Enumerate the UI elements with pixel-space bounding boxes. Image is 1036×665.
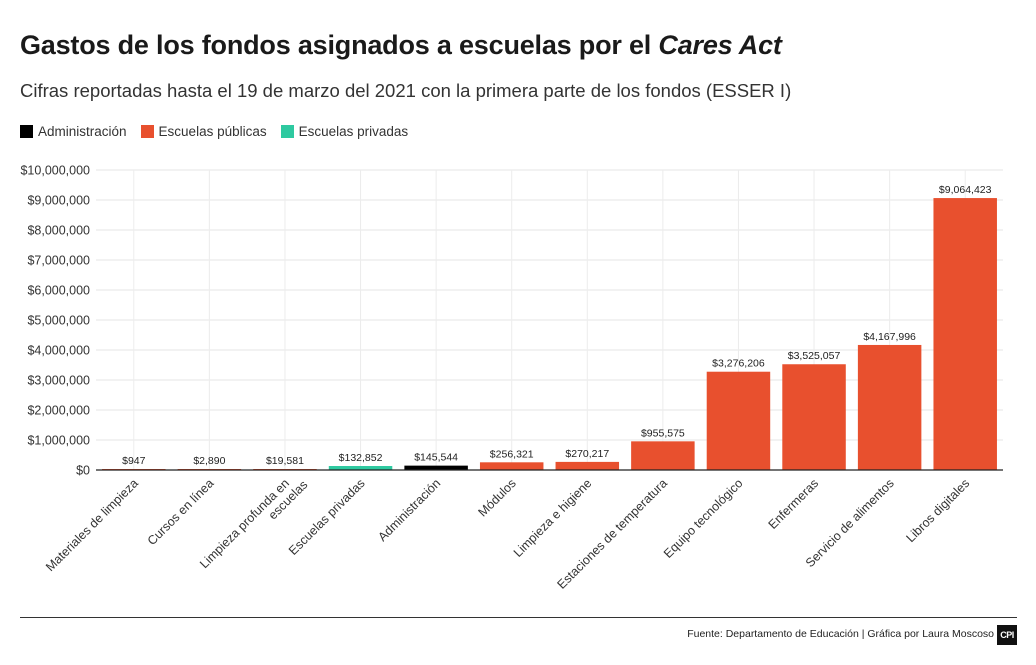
cpi-logo: CPI [997, 625, 1017, 645]
y-tick-label: $3,000,000 [27, 374, 90, 388]
bar [706, 371, 771, 470]
category-label-line: Limpieza e higiene [511, 476, 595, 560]
legend-label-administracion: Administración [38, 124, 127, 139]
bar [328, 466, 393, 470]
bar-value-label: $270,217 [565, 448, 609, 460]
bar-value-label: $947 [122, 455, 146, 467]
bar-value-label: $19,581 [266, 455, 304, 467]
y-tick-label: $9,000,000 [27, 194, 90, 208]
bar [933, 198, 997, 470]
y-tick-label: $4,000,000 [27, 344, 90, 358]
category-label: Módulos [476, 476, 519, 519]
legend-item-escuelas-publicas: Escuelas públicas [140, 124, 267, 139]
category-label: Materiales de limpieza [43, 476, 141, 574]
y-tick-label: $2,000,000 [27, 404, 90, 418]
y-tick-label: $7,000,000 [27, 254, 90, 268]
category-label-line: Equipo tecnológico [661, 476, 746, 561]
bar-value-label: $3,525,057 [788, 350, 841, 362]
bar-value-label: $3,276,206 [712, 358, 765, 370]
bar [479, 462, 544, 470]
y-tick-label: $6,000,000 [27, 284, 90, 298]
bar-value-label: $132,852 [339, 452, 383, 464]
legend: Administración Escuelas públicas Escuela… [20, 124, 408, 139]
category-label: Enfermeras [766, 476, 822, 532]
bar [404, 465, 468, 470]
chart-title-emphasis: Cares Act [658, 30, 782, 60]
bar [631, 441, 695, 470]
category-label-line: Enfermeras [766, 476, 822, 532]
y-tick-label: $0 [76, 464, 90, 478]
source-note: Fuente: Departamento de Educación | Gráf… [687, 628, 994, 640]
category-label-line: Administración [375, 476, 443, 544]
bar-value-label: $256,321 [490, 448, 534, 460]
category-label: Libros digitales [903, 476, 972, 545]
footer-divider [20, 617, 1017, 618]
legend-label-escuelas-privadas: Escuelas privadas [298, 124, 409, 139]
bar-value-label: $955,575 [641, 427, 685, 439]
bar-value-label: $2,890 [193, 455, 225, 467]
category-label: Cursos en línea [145, 476, 217, 548]
legend-swatch-administracion [20, 125, 33, 138]
bar-chart: $0 $1,000,000 $2,000,000 $3,000,000 $4,000,0… [20, 164, 1003, 592]
category-label-line: Libros digitales [903, 476, 972, 545]
bar [555, 461, 620, 470]
y-tick-label: $10,000,000 [20, 164, 90, 178]
chart-title: Gastos de los fondos asignados a escuela… [20, 30, 782, 61]
bar [782, 364, 846, 470]
legend-label-escuelas-publicas: Escuelas públicas [158, 124, 267, 139]
y-tick-label: $5,000,000 [27, 314, 90, 328]
y-tick-label: $8,000,000 [27, 224, 90, 238]
legend-item-escuelas-privadas: Escuelas privadas [280, 124, 409, 139]
category-label-line: Materiales de limpieza [43, 476, 141, 574]
legend-swatch-escuelas-publicas [140, 125, 154, 138]
bar [857, 344, 922, 470]
chart-subtitle: Cifras reportadas hasta el 19 de marzo d… [20, 80, 792, 101]
category-label: Equipo tecnológico [661, 476, 746, 561]
category-label-line: Módulos [476, 476, 519, 519]
category-label: Limpieza e higiene [511, 476, 595, 560]
bar-value-label: $9,064,423 [939, 184, 992, 196]
chart-title-main: Gastos de los fondos asignados a escuela… [20, 30, 652, 60]
category-label-line: Cursos en línea [145, 476, 217, 548]
legend-item-administracion: Administración [20, 124, 127, 139]
y-tick-label: $1,000,000 [27, 434, 90, 448]
category-label: Administración [375, 476, 443, 544]
legend-swatch-escuelas-privadas [280, 125, 294, 138]
bar-value-label: $4,167,996 [863, 331, 916, 343]
bar-value-label: $145,544 [414, 452, 458, 464]
